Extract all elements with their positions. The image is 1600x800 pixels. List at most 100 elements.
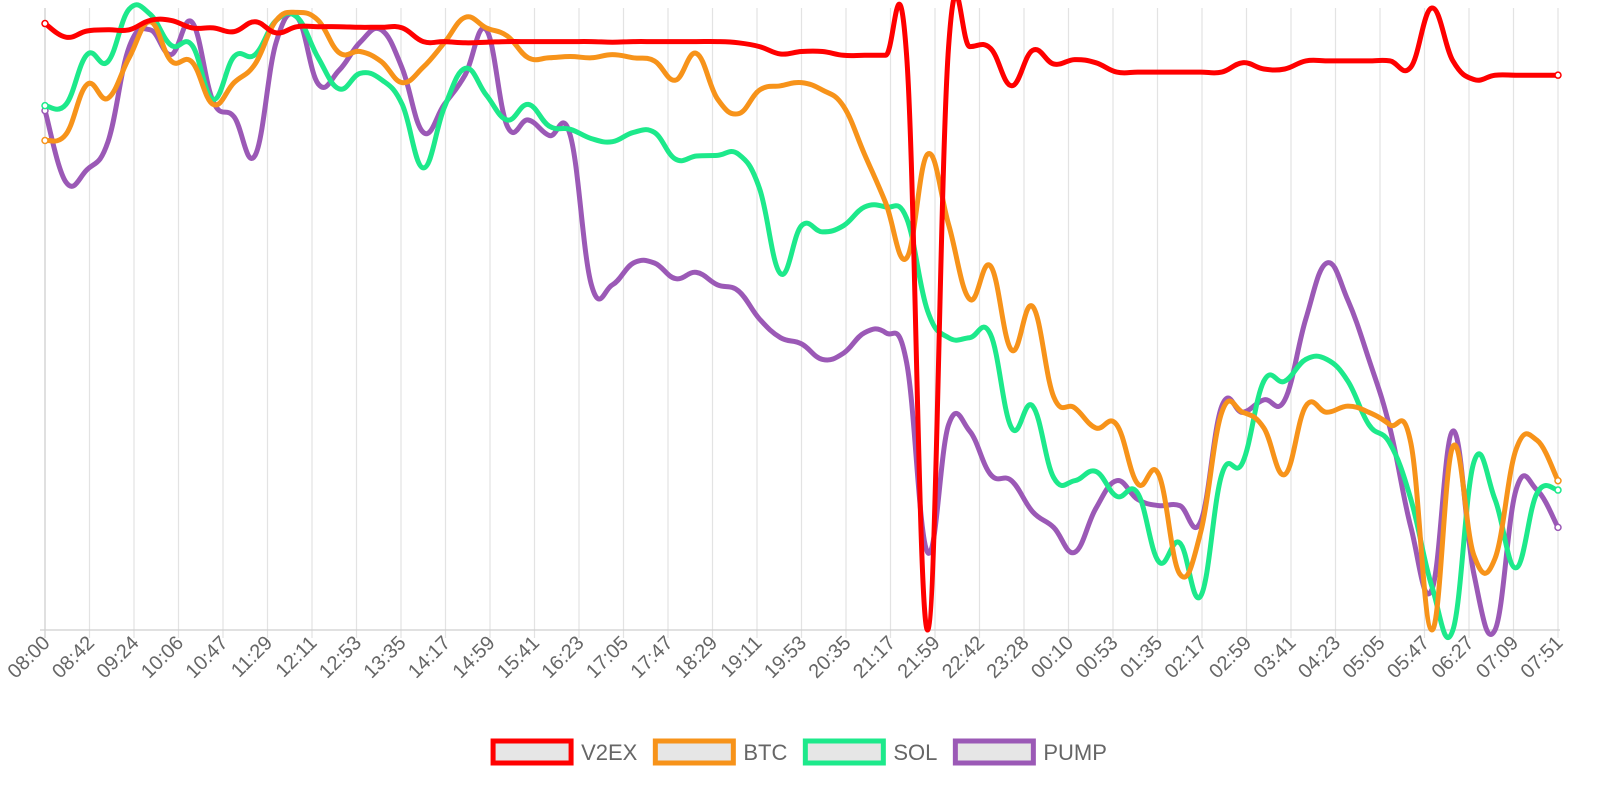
data-point-v2ex [1156,70,1161,75]
data-point-btc [463,15,468,20]
data-point-v2ex [1450,58,1455,63]
data-point-sol [1387,441,1392,446]
data-point-sol [526,102,531,107]
data-point-pump [106,139,111,144]
data-point-btc [673,78,678,83]
data-point-sol [379,77,384,82]
data-point-btc [1009,348,1014,353]
data-point-btc [988,264,993,269]
data-point-sol [1030,404,1035,409]
data-point-pump [820,357,825,362]
data-point-btc [631,55,636,60]
data-point-sol [1534,491,1539,496]
legend-item-v2ex[interactable]: V2EX [490,738,638,766]
data-point-sol [799,223,804,228]
legend-label-sol: SOL [893,740,937,765]
x-tick-label: 02:17 [1161,632,1212,683]
data-point-btc [127,55,132,60]
data-point-v2ex [484,40,489,45]
data-point-btc [1282,472,1287,477]
grid-lines [40,8,1560,638]
data-point-btc [1534,438,1539,443]
data-point-v2ex [1282,66,1287,71]
data-point-v2ex [967,44,972,49]
data-point-sol [64,102,69,107]
data-point-btc [1261,425,1266,430]
data-point-sol [568,127,573,132]
data-point-v2ex [64,35,69,40]
x-tick-label: 11:29 [227,632,277,682]
data-point-btc [694,51,699,56]
legend-item-pump[interactable]: PUMP [952,738,1107,766]
data-point-v2ex [400,25,405,30]
data-point-sol [400,102,405,107]
data-point-btc [778,83,783,88]
data-point-pump [190,20,195,25]
data-point-pump [505,124,510,129]
data-point-v2ex [274,30,279,35]
data-point-btc [1135,481,1140,486]
data-point-sol [484,93,489,98]
data-point-v2ex [631,39,636,44]
data-point-sol [1093,469,1098,474]
data-point-v2ex [1408,65,1413,70]
data-point-sol [1261,379,1266,384]
data-point-v2ex [1387,58,1392,63]
data-point-v2ex [715,39,720,44]
data-point-pump [568,133,573,138]
data-point-pump [631,261,636,266]
data-point-pump [421,130,426,135]
data-point-pump [337,68,342,73]
data-point-sol [820,229,825,234]
data-point-sol [715,153,720,158]
legend-item-btc[interactable]: BTC [652,738,787,766]
x-tick-label: 15:41 [493,632,544,683]
data-point-sol [421,165,426,170]
data-point-v2ex [211,25,216,30]
data-point-btc [484,25,489,30]
data-point-v2ex [1177,70,1182,75]
data-point-btc [41,136,49,145]
data-point-sol [127,7,132,12]
data-point-pump [694,270,699,275]
data-point-pump [904,360,909,365]
data-point-v2ex [694,39,699,44]
data-point-sol [41,101,49,110]
data-point-sol [1114,494,1119,499]
data-point-pump [1261,397,1266,402]
data-point-btc [64,132,69,137]
data-point-sol [610,139,615,144]
data-point-btc [505,33,510,38]
data-point-v2ex [1429,6,1434,10]
data-point-pump [736,289,741,294]
x-tick-label: 08:42 [48,632,99,683]
data-point-sol [1177,540,1182,545]
data-point-sol [1135,491,1140,496]
data-point-v2ex [1219,70,1224,75]
data-point-v2ex [1534,73,1539,78]
data-point-pump [1156,503,1161,508]
legend-item-sol[interactable]: SOL [802,738,937,766]
data-point-pump [1072,550,1077,555]
data-point-pump [1303,317,1308,321]
data-point-btc [1198,529,1203,534]
data-point-v2ex [925,628,930,632]
data-point-v2ex [1009,83,1014,88]
series-layer [41,0,1562,641]
data-point-btc [1093,425,1098,430]
data-point-sol [1513,565,1518,570]
legend-label-btc: BTC [743,740,787,765]
data-point-sol [1051,475,1056,480]
data-point-sol [1366,422,1371,427]
data-point-pump [232,114,237,119]
x-tick-label: 18:29 [671,632,722,683]
x-tick-label: 05:05 [1339,632,1390,683]
data-point-sol [295,15,300,20]
data-point-sol [631,130,636,135]
x-tick-label: 23:28 [983,632,1034,683]
data-point-v2ex [862,53,867,58]
data-point-v2ex [316,24,321,29]
data-point-v2ex [1324,58,1329,63]
x-tick-label: 03:41 [1250,632,1301,683]
data-point-v2ex [190,25,195,30]
